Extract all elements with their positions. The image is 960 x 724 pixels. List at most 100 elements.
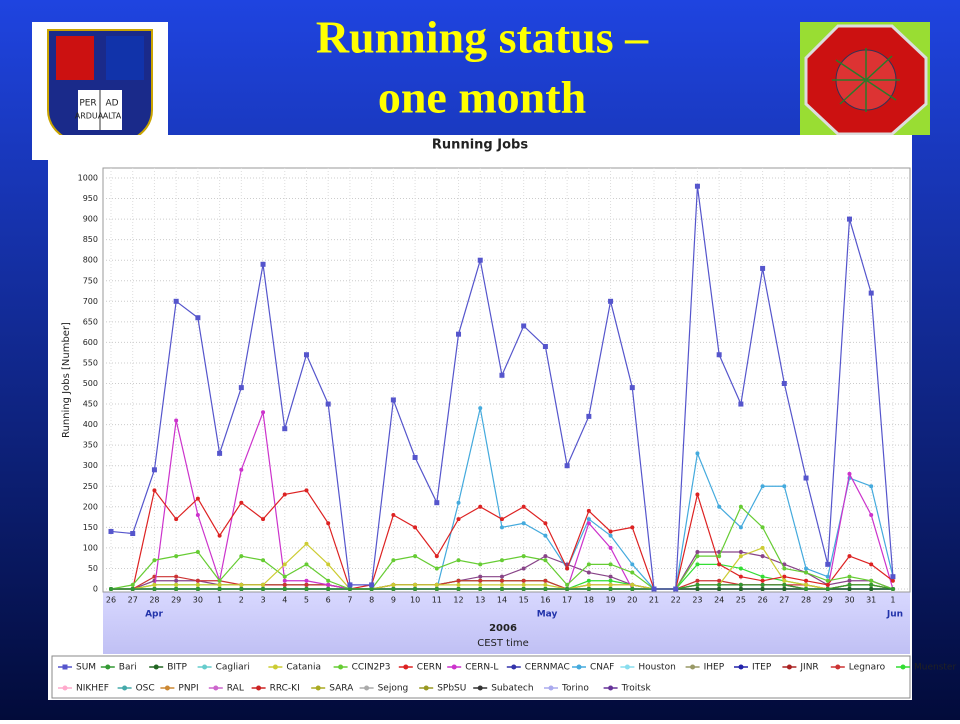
legend-label: Troitsk (621, 684, 652, 694)
legend-marker (202, 664, 208, 670)
legend-label: CERN (417, 663, 442, 673)
point (586, 413, 592, 419)
x-tick-label: 10 (410, 596, 420, 605)
point (304, 488, 309, 493)
point (521, 323, 527, 329)
point (499, 558, 504, 563)
legend-label: SUM (76, 663, 96, 673)
point (717, 562, 722, 567)
point (282, 587, 287, 591)
point (825, 582, 830, 587)
point (195, 513, 200, 518)
point (586, 578, 591, 583)
point (804, 578, 809, 583)
x-tick-label: 18 (584, 596, 594, 605)
point (434, 582, 439, 587)
point (543, 578, 548, 583)
x-tick-label: 26 (758, 596, 768, 605)
point (521, 566, 526, 571)
point (326, 562, 331, 567)
point (695, 451, 700, 456)
month-label: Jun (886, 610, 903, 620)
point (847, 578, 852, 583)
x-tick-label: 14 (497, 596, 507, 605)
point (565, 566, 570, 571)
legend-label: Bari (119, 663, 137, 673)
point (478, 406, 483, 411)
point (413, 554, 418, 559)
point (760, 574, 765, 579)
point (195, 582, 200, 587)
y-tick-label: 1000 (78, 174, 98, 183)
legend-box (51, 655, 911, 699)
point (456, 331, 462, 337)
legend-label: Sejong (378, 684, 409, 694)
point (608, 578, 613, 583)
point (804, 570, 809, 575)
legend-marker (403, 664, 409, 670)
point (391, 513, 396, 518)
legend-marker (213, 685, 219, 691)
point (261, 517, 266, 522)
point (825, 578, 830, 583)
point (564, 463, 570, 469)
point (608, 587, 613, 591)
point (412, 454, 418, 460)
point (109, 587, 113, 591)
point (630, 562, 635, 567)
x-tick-label: 20 (627, 596, 637, 605)
point (804, 566, 809, 571)
point (543, 533, 548, 538)
point (760, 578, 765, 583)
x-tick-label: 23 (692, 596, 702, 605)
legend-marker (608, 685, 614, 691)
point (695, 492, 700, 497)
point (869, 562, 874, 567)
point (478, 582, 483, 587)
point (195, 578, 200, 583)
y-tick-label: 700 (83, 297, 98, 306)
x-tick-label: 5 (304, 596, 309, 605)
point (391, 558, 396, 563)
legend-marker (62, 685, 68, 691)
chart-title: Running Jobs (432, 138, 528, 153)
point (282, 426, 288, 432)
point (174, 582, 179, 587)
point (782, 582, 787, 587)
point (499, 582, 504, 587)
point (239, 467, 244, 472)
y-tick-label: 350 (83, 441, 98, 450)
legend-marker (164, 685, 170, 691)
x-tick-label: 27 (128, 596, 138, 605)
point (825, 574, 830, 579)
point (282, 574, 287, 579)
point (738, 525, 743, 530)
y-tick-label: 900 (83, 215, 98, 224)
legend-label: IHEP (704, 663, 725, 673)
point (174, 554, 179, 559)
x-tick-label: 13 (475, 596, 485, 605)
y-tick-label: 950 (83, 194, 98, 203)
point (499, 525, 504, 530)
point (326, 521, 331, 526)
x-axis-label: CEST time (477, 638, 529, 649)
point (152, 587, 157, 591)
x-tick-label: 24 (714, 596, 724, 605)
point (869, 513, 874, 518)
point (695, 554, 700, 559)
point (130, 531, 136, 537)
x-tick-label: 17 (562, 596, 572, 605)
point (521, 504, 526, 509)
point (499, 587, 504, 591)
point (195, 496, 200, 501)
point (651, 586, 657, 592)
point (303, 352, 309, 358)
point (304, 562, 309, 567)
point (456, 587, 461, 591)
point (521, 578, 526, 583)
legend-label: CERNMAC (525, 663, 570, 673)
x-tick-label: 21 (649, 596, 659, 605)
point (542, 344, 548, 350)
legend-marker (548, 685, 554, 691)
point (304, 578, 309, 583)
